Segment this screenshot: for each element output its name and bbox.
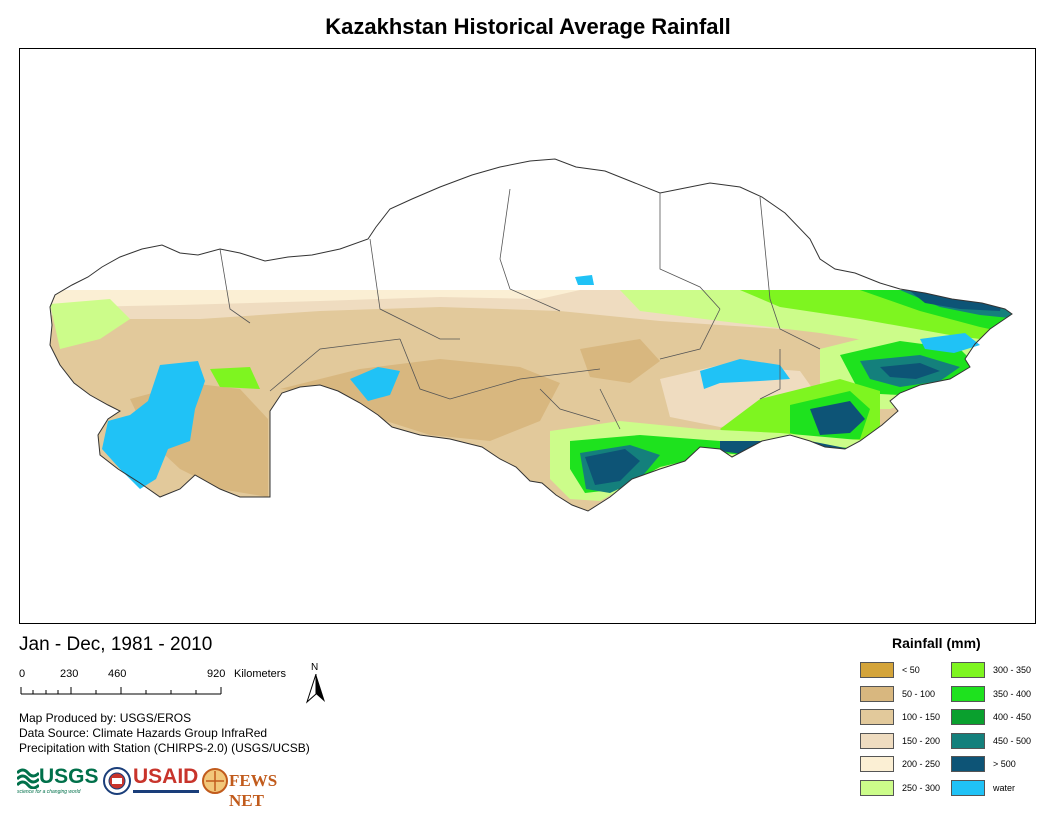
lake-zaysan (920, 333, 980, 353)
legend-label: 250 - 300 (902, 783, 941, 793)
legend-swatch (860, 756, 894, 772)
legend-swatch (951, 780, 985, 796)
scale-tick-0: 0 (19, 668, 26, 680)
legend-label: 300 - 350 (993, 665, 1032, 675)
scale-units: Kilometers (234, 668, 286, 680)
scale-tick-230: 230 (60, 668, 79, 680)
map-title: Kazakhstan Historical Average Rainfall (325, 14, 731, 39)
usgs-logo: USGS science for a changing world (17, 765, 99, 795)
usgs-wave-icon (17, 768, 39, 789)
legend-swatch (951, 686, 985, 702)
legend-label: 400 - 450 (993, 712, 1032, 722)
usaid-logo: USAID (133, 765, 203, 795)
north-arrow-shape (305, 674, 325, 704)
aral-sea (350, 367, 400, 401)
legend-swatch (860, 709, 894, 725)
legend-label: 150 - 200 (902, 736, 941, 746)
legend-label: < 50 (902, 665, 920, 675)
scale-tick-920: 920 (207, 668, 226, 680)
legend-label: 200 - 250 (902, 759, 941, 769)
usaid-logo-text: USAID (133, 765, 199, 788)
legend-label: 50 - 100 (902, 689, 936, 699)
legend-swatch (860, 662, 894, 678)
legend-swatch (951, 756, 985, 772)
legend-label: 450 - 500 (993, 736, 1032, 746)
usgs-tagline: science for a changing world (17, 789, 81, 795)
scale-tick-460: 460 (108, 668, 127, 680)
legend-label: 350 - 400 (993, 689, 1032, 699)
usgs-logo-text: USGS (39, 765, 99, 788)
fewsnet-logo-text: FEWS NET (229, 771, 278, 810)
credit-source: Data Source: Climate Hazards Group Infra… (19, 726, 268, 740)
north-arrow-icon: N (305, 662, 327, 704)
map-frame (19, 48, 1036, 624)
credit-dataset: Precipitation with Station (CHIRPS-2.0) … (19, 741, 310, 755)
time-period: Jan - Dec, 1981 - 2010 (19, 634, 213, 655)
north-label: N (311, 662, 319, 673)
legend-label: > 500 (993, 759, 1016, 769)
credit-producer: Map Produced by: USGS/EROS (19, 711, 192, 725)
logo-strip: USGS science for a changing world USAID … (17, 765, 317, 810)
usaid-seal-icon (103, 767, 131, 795)
legend-swatch (860, 733, 894, 749)
lake-balkhash (700, 359, 790, 389)
legend-swatch (860, 780, 894, 796)
legend-swatch (860, 686, 894, 702)
fewsnet-globe-icon (202, 768, 228, 794)
fewsnet-logo: FEWS NET (202, 765, 312, 810)
legend-label: water (993, 783, 1016, 793)
scale-bar-ruler (20, 687, 222, 695)
lake-tengiz (575, 275, 594, 285)
scale-bar: 0 230 460 920 Kilometers (19, 668, 319, 702)
map-credits: Map Produced by: USGS/EROS Data Source: … (19, 711, 310, 756)
kazakhstan-rainfall-map (49, 158, 1013, 512)
caspian-sea (102, 361, 205, 489)
legend-swatch (951, 662, 985, 678)
legend-swatch (951, 733, 985, 749)
legend-title: Rainfall (mm) (892, 635, 981, 651)
legend-swatch (951, 709, 985, 725)
rainfall-legend: < 50 50 - 100 100 - 150 150 - 200 200 - … (860, 662, 1040, 802)
legend-label: 100 - 150 (902, 712, 941, 722)
